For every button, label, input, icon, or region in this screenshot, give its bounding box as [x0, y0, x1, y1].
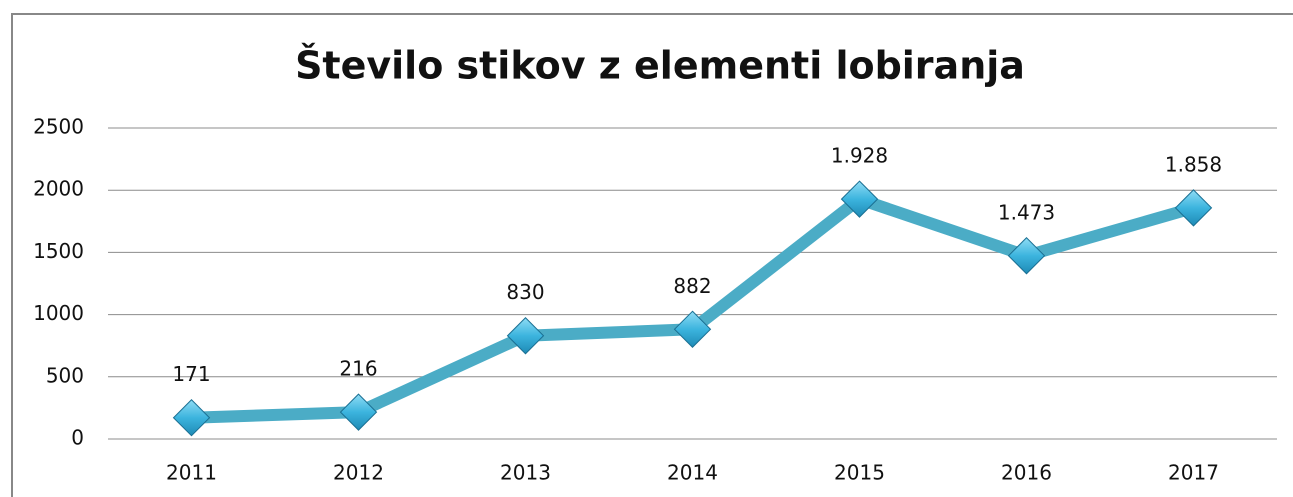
- data-label: 830: [506, 280, 544, 304]
- y-tick-label: 2000: [33, 177, 84, 201]
- data-marker: [1174, 189, 1213, 227]
- x-tick-label: 2011: [166, 461, 217, 485]
- data-marker: [172, 399, 211, 437]
- data-marker: [506, 317, 545, 355]
- data-marker: [840, 180, 879, 218]
- chart-frame: [11, 13, 1293, 497]
- x-tick-label: 2014: [667, 461, 718, 485]
- x-tick-label: 2017: [1168, 461, 1219, 485]
- data-label: 1.473: [998, 200, 1055, 224]
- x-tick-label: 2013: [500, 461, 551, 485]
- data-marker: [673, 310, 712, 348]
- chart-title: Število stikov z elementi lobiranja: [295, 44, 1025, 88]
- data-label: 1.858: [1165, 152, 1222, 176]
- data-label: 882: [673, 274, 711, 298]
- x-tick-label: 2015: [834, 461, 885, 485]
- x-tick-label: 2016: [1001, 461, 1052, 485]
- y-tick-label: 1500: [33, 239, 84, 263]
- y-tick-label: 0: [71, 426, 84, 450]
- data-label: 216: [339, 357, 377, 381]
- y-tick-label: 1000: [33, 301, 84, 325]
- y-tick-label: 2500: [33, 115, 84, 139]
- data-marker: [339, 393, 378, 431]
- y-tick-label: 500: [46, 363, 84, 387]
- data-line: [191, 193, 1196, 424]
- data-marker: [1007, 237, 1046, 275]
- data-label: 1.928: [831, 144, 888, 168]
- data-label: 171: [172, 362, 210, 386]
- x-tick-label: 2012: [333, 461, 384, 485]
